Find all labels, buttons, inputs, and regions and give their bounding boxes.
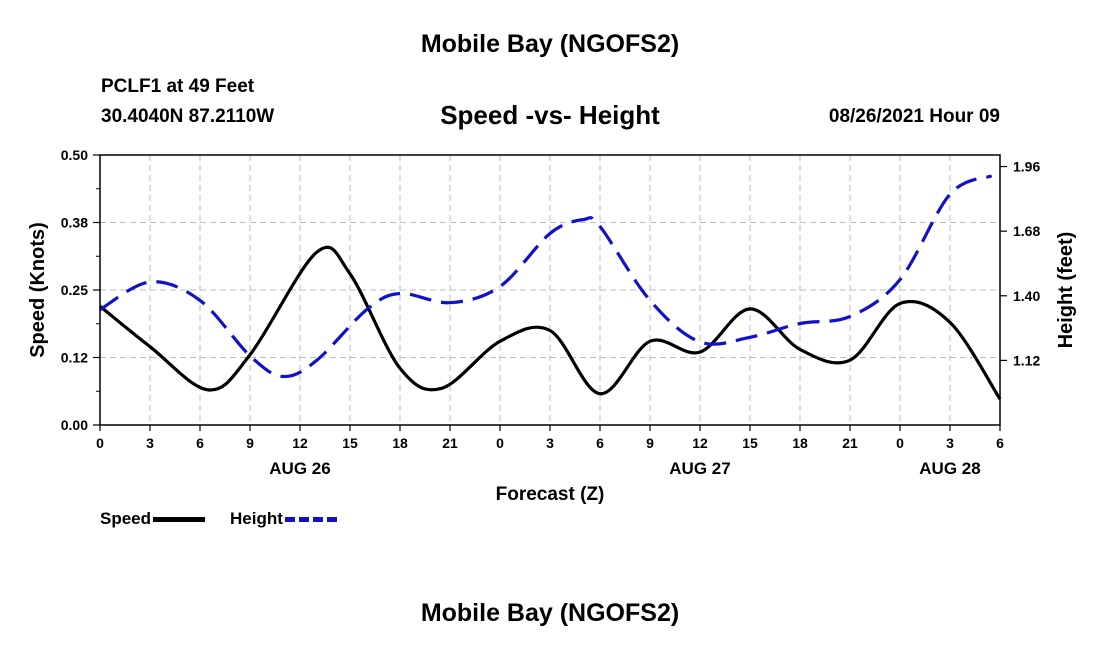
- x-tick-label: 0: [496, 435, 504, 451]
- x-tick-label: 3: [146, 435, 154, 451]
- legend-swatch-speed: [153, 517, 206, 523]
- x-tick-label: 18: [792, 435, 808, 451]
- legend-item-speed: Speed: [100, 509, 206, 529]
- y-tick-label-right: 1.40: [1013, 288, 1040, 304]
- series-layer: [98, 174, 1002, 400]
- legend-label-height: Height: [230, 509, 283, 528]
- x-tick-label: 21: [842, 435, 858, 451]
- top-title: Mobile Bay (NGOFS2): [420, 30, 680, 58]
- x-tick-label: 21: [442, 435, 458, 451]
- y-tick-label-right: 1.12: [1013, 352, 1040, 368]
- date-label: AUG 27: [669, 459, 730, 478]
- x-tick-label: 18: [392, 435, 408, 451]
- x-tick-label: 9: [246, 435, 254, 451]
- x-tick-label: 6: [996, 435, 1004, 451]
- x-axis-label: Forecast (Z): [496, 484, 605, 505]
- x-tick-label: 15: [742, 435, 758, 451]
- y-tick-label-left: 0.38: [61, 215, 88, 231]
- grid: [100, 155, 1000, 425]
- x-tick-label: 12: [292, 435, 308, 451]
- legend-label-speed: Speed: [100, 509, 152, 528]
- legend-item-height: Height: [230, 509, 337, 529]
- coordinates-label: 30.4040N 87.2110W: [101, 106, 275, 127]
- chart-title: Speed -vs- Height: [440, 100, 660, 130]
- series-line-height: [99, 174, 993, 379]
- timestamp-label: 08/26/2021 Hour 09: [828, 106, 1000, 127]
- x-tick-label: 3: [946, 435, 954, 451]
- date-label: AUG 28: [919, 459, 980, 478]
- y-tick-label-right: 1.68: [1013, 223, 1040, 239]
- x-tick-label: 0: [896, 435, 904, 451]
- x-tick-label: 6: [596, 435, 604, 451]
- y-tick-label-left: 0.12: [61, 350, 88, 366]
- y-tick-label-left: 0.50: [61, 147, 88, 163]
- x-tick-label: 15: [342, 435, 358, 451]
- x-tick-label: 9: [646, 435, 654, 451]
- station-label: PCLF1 at 49 Feet: [101, 76, 255, 97]
- y-axis-label-left: Speed (Knots): [27, 222, 49, 358]
- x-tick-label: 12: [692, 435, 708, 451]
- series-line-speed: [98, 245, 1002, 400]
- date-label: AUG 26: [269, 459, 330, 478]
- bottom-title: Mobile Bay (NGOFS2): [420, 599, 680, 627]
- y-axis-label-right: Height (feet): [1055, 232, 1077, 349]
- legend-swatch-height: [284, 517, 337, 523]
- y-tick-label-left: 0.25: [61, 282, 88, 298]
- y-tick-label-right: 1.96: [1013, 159, 1040, 175]
- x-tick-label: 6: [196, 435, 204, 451]
- x-tick-label: 3: [546, 435, 554, 451]
- x-tick-label: 0: [96, 435, 104, 451]
- axis-ticks: 0 3 6 9 12 15 18 21 0 3 6 9 12 15 18 21 0 3 6 AUG 26 AUG 27 A…: [61, 147, 1041, 478]
- y-tick-label-left: 0.00: [61, 417, 88, 433]
